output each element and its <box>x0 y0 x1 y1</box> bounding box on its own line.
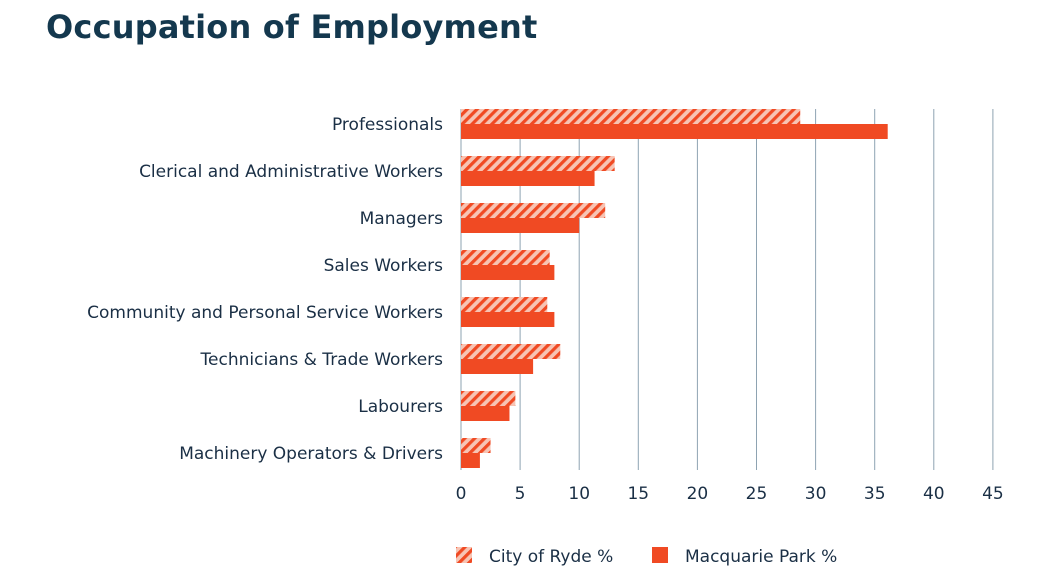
x-axis-ticks: 0 5 10 15 20 25 30 35 40 45 <box>456 484 1004 504</box>
category-label: Machinery Operators & Drivers <box>179 444 443 464</box>
bar-macquarie-park <box>461 453 480 468</box>
category-label: Community and Personal Service Workers <box>87 303 443 323</box>
x-tick-label: 5 <box>515 484 526 504</box>
x-tick-label: 15 <box>627 484 649 504</box>
bar-city-of-ryde <box>461 156 615 171</box>
chart-title: Occupation of Employment <box>46 8 538 46</box>
legend-swatch-hatched <box>456 547 472 563</box>
category-label: Professionals <box>332 115 443 135</box>
bar-macquarie-park <box>461 406 510 421</box>
x-tick-label: 0 <box>456 484 467 504</box>
bar-macquarie-park <box>461 312 555 327</box>
legend-label: City of Ryde % <box>489 547 613 567</box>
bar-macquarie-park <box>461 124 888 139</box>
x-tick-label: 25 <box>746 484 768 504</box>
legend: City of Ryde % Macquarie Park % <box>456 547 837 567</box>
bar-city-of-ryde <box>461 297 548 312</box>
x-tick-label: 35 <box>864 484 886 504</box>
x-tick-label: 45 <box>982 484 1004 504</box>
bar-macquarie-park <box>461 359 534 374</box>
x-tick-label: 20 <box>687 484 709 504</box>
bar-macquarie-park <box>461 171 595 186</box>
bar-city-of-ryde <box>461 438 491 453</box>
bar-city-of-ryde <box>461 391 516 406</box>
bar-city-of-ryde <box>461 344 561 359</box>
category-label: Clerical and Administrative Workers <box>139 162 443 182</box>
legend-label: Macquarie Park % <box>685 547 837 567</box>
category-label: Technicians & Trade Workers <box>200 350 444 370</box>
legend-swatch-solid <box>652 547 668 563</box>
bar-city-of-ryde <box>461 203 606 218</box>
category-label: Managers <box>360 209 444 229</box>
x-tick-label: 40 <box>923 484 945 504</box>
category-label: Labourers <box>358 397 443 417</box>
bar-city-of-ryde <box>461 109 801 124</box>
category-label: Sales Workers <box>324 256 444 276</box>
category-labels: Professionals Clerical and Administrative… <box>87 115 443 464</box>
bar-city-of-ryde <box>461 250 550 265</box>
bar-macquarie-park <box>461 265 555 280</box>
x-tick-label: 30 <box>805 484 827 504</box>
bars <box>461 109 888 468</box>
bar-macquarie-park <box>461 218 580 233</box>
x-tick-label: 10 <box>568 484 590 504</box>
